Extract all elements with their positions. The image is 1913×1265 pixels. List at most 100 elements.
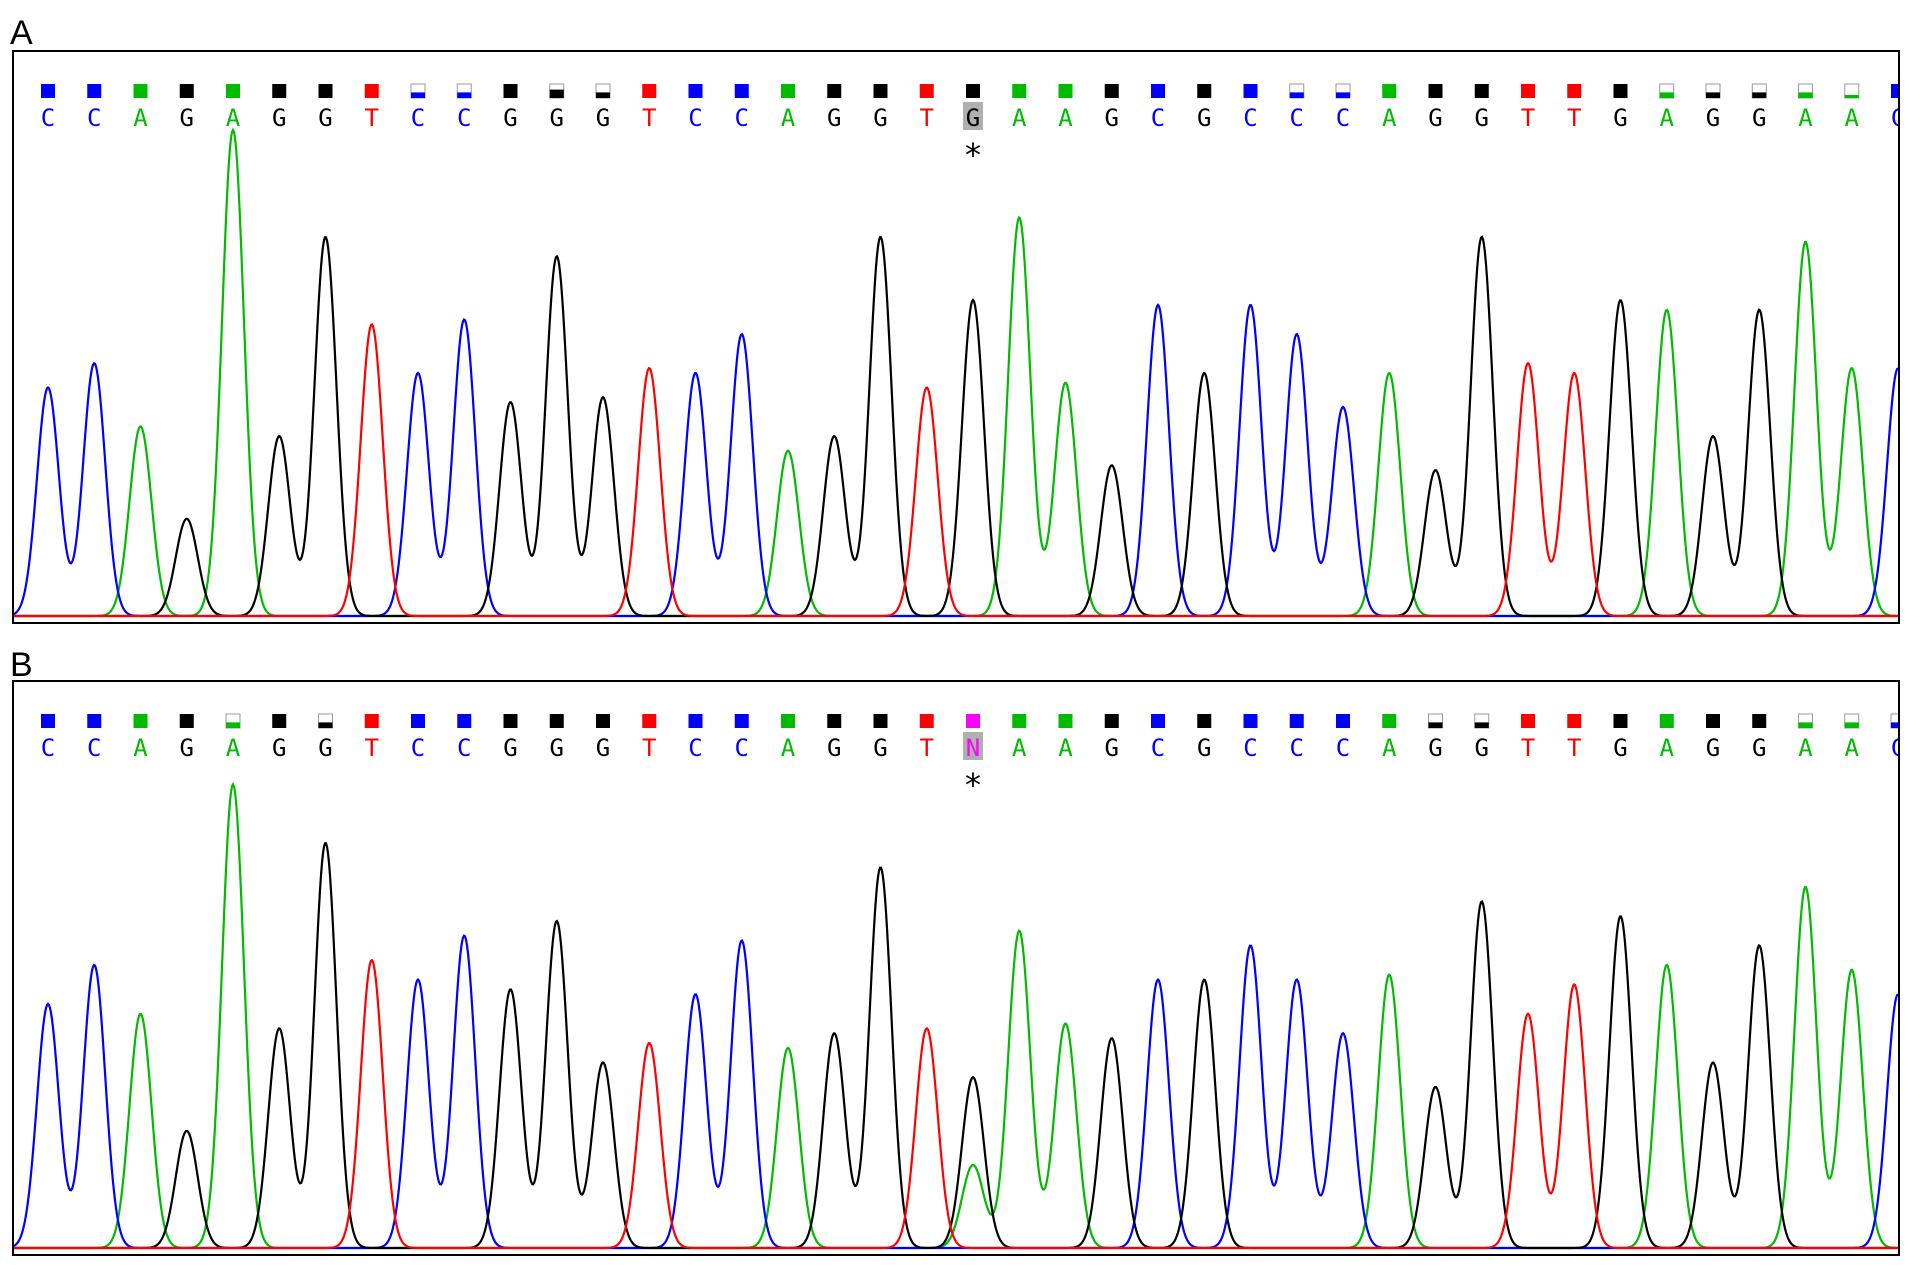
- base-call-18: G: [827, 734, 841, 762]
- quality-box: [1058, 714, 1073, 728]
- base-call-17: A: [781, 104, 796, 132]
- base-call-13: G: [596, 104, 610, 132]
- base-call-37: G: [1706, 104, 1720, 132]
- quality-box: [1336, 92, 1350, 98]
- base-call-12: G: [550, 104, 564, 132]
- base-call-11: G: [503, 734, 517, 762]
- base-call-29: C: [1336, 104, 1350, 132]
- base-call-27: C: [1243, 104, 1257, 132]
- quality-box: [272, 84, 287, 98]
- highlighted-base-background: [963, 102, 983, 130]
- base-call-8: T: [365, 104, 379, 132]
- base-call-25: C: [1151, 104, 1165, 132]
- base-call-31: G: [1428, 734, 1442, 762]
- trace-T: [14, 958, 1898, 1250]
- quality-box: [133, 714, 148, 728]
- quality-box: [1428, 722, 1443, 728]
- quality-box: [549, 714, 564, 728]
- quality-box: [318, 84, 333, 98]
- base-call-30: A: [1382, 104, 1397, 132]
- base-call-14: T: [642, 734, 656, 762]
- trace-A: [14, 127, 1898, 618]
- quality-box: [1613, 714, 1628, 728]
- quality-box: [1521, 714, 1535, 728]
- base-call-9: C: [411, 734, 425, 762]
- base-call-12: G: [550, 734, 564, 762]
- base-call-39: A: [1798, 104, 1813, 132]
- base-call-20: T: [920, 734, 934, 762]
- base-call-31: G: [1428, 104, 1442, 132]
- base-call-29: C: [1336, 734, 1350, 762]
- quality-box: [1243, 714, 1258, 728]
- quality-box: [1382, 714, 1397, 728]
- quality-box: [503, 84, 518, 98]
- quality-box: [1197, 714, 1212, 728]
- base-call-2: C: [87, 734, 101, 762]
- base-call-37: G: [1706, 734, 1720, 762]
- quality-box: [919, 714, 934, 728]
- quality-box: [827, 714, 842, 728]
- quality-box: [1289, 92, 1304, 98]
- base-call-1: C: [41, 104, 55, 132]
- base-call-22: A: [1012, 104, 1027, 132]
- quality-box: [827, 84, 842, 98]
- quality-box: [1659, 92, 1674, 98]
- base-call-27: C: [1243, 734, 1257, 762]
- quality-box: [1104, 714, 1119, 728]
- base-call-3: A: [133, 734, 148, 762]
- quality-box: [966, 84, 980, 98]
- quality-box: [1844, 95, 1859, 98]
- quality-box: [1428, 84, 1443, 98]
- quality-box: [503, 714, 518, 728]
- quality-box: [41, 84, 55, 98]
- base-call-10: C: [457, 734, 471, 762]
- base-call-39: A: [1798, 734, 1813, 762]
- base-call-32: G: [1475, 104, 1489, 132]
- quality-box: [919, 84, 934, 98]
- panel-a-label: A: [10, 14, 33, 52]
- base-call-13: G: [596, 734, 610, 762]
- quality-box: [688, 84, 703, 98]
- base-call-30: A: [1382, 734, 1397, 762]
- base-call-28: C: [1290, 104, 1304, 132]
- quality-box: [41, 714, 55, 728]
- base-call-26: G: [1197, 734, 1211, 762]
- base-call-22: A: [1012, 734, 1027, 762]
- quality-box: [226, 722, 240, 728]
- quality-box: [1474, 722, 1489, 728]
- quality-box: [549, 89, 564, 98]
- quality-box: [873, 714, 888, 728]
- quality-box: [1706, 714, 1720, 728]
- quality-box: [1151, 714, 1165, 728]
- trace-G: [14, 235, 1898, 618]
- quality-box: [226, 84, 240, 98]
- base-call-7: G: [318, 104, 332, 132]
- base-call-6: G: [272, 734, 286, 762]
- quality-box: [781, 714, 795, 728]
- base-call-34: T: [1567, 104, 1581, 132]
- base-call-4: G: [180, 734, 194, 762]
- base-call-14: T: [642, 104, 656, 132]
- quality-box: [1752, 92, 1767, 98]
- base-call-9: C: [411, 104, 425, 132]
- quality-box: [781, 84, 795, 98]
- base-call-15: C: [688, 104, 702, 132]
- base-call-2: C: [87, 104, 101, 132]
- quality-box: [1567, 84, 1582, 98]
- base-call-1: C: [41, 734, 55, 762]
- quality-box: [364, 714, 379, 728]
- base-call-32: G: [1475, 734, 1489, 762]
- quality-box: [642, 84, 657, 98]
- panel-b-label: B: [10, 646, 33, 684]
- quality-box: [1012, 84, 1027, 98]
- quality-box: [1012, 714, 1027, 728]
- base-call-25: C: [1151, 734, 1165, 762]
- quality-box: [596, 92, 610, 98]
- quality-box: [179, 84, 194, 98]
- quality-box: [318, 722, 333, 728]
- base-call-34: T: [1567, 734, 1581, 762]
- quality-box: [1058, 84, 1073, 98]
- quality-box: [133, 84, 148, 98]
- base-call-11: G: [503, 104, 517, 132]
